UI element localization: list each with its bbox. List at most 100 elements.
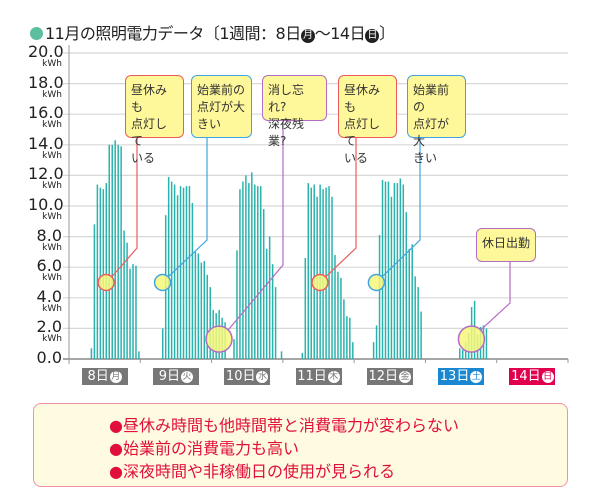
bar-9日-h19 (197, 253, 200, 359)
bar-10日-h14 (254, 184, 256, 359)
weekday-sun-circle: 日 (365, 29, 380, 43)
bar-8日-h21 (132, 264, 134, 359)
y-tick-value: 16.0 (28, 103, 64, 123)
y-tick-unit: kWh (42, 181, 62, 192)
bar-11日-h22 (349, 317, 351, 359)
annotation-callout: 始業前の 点灯が大 きい (407, 75, 466, 165)
x-tick-label: 8日月 (81, 368, 128, 385)
bar-8日-h12 (105, 183, 108, 359)
annotation-leader-line (480, 262, 511, 331)
title-bullet-icon (30, 27, 43, 40)
bar-12日-h7 (375, 325, 378, 359)
bar-9日-h23 (209, 287, 211, 359)
bar-12日-h6 (372, 342, 375, 359)
bar-11日-h16 (331, 196, 333, 359)
bar-12日-h20 (414, 276, 416, 359)
bar-9日-h7 (161, 328, 164, 359)
bar-11日-h20 (343, 299, 345, 359)
bar-11日-h12 (319, 184, 321, 359)
annotation-leader-line (227, 121, 284, 331)
y-tick-value: 2.0 (36, 317, 62, 337)
y-tick-label: 2.0 kWh (28, 319, 62, 344)
chart-title: 11月の照明電力データ〔1週間：8日月～14日日〕 (30, 20, 395, 44)
x-tick-label: 13日土 (438, 368, 485, 385)
annotation-leader-line (111, 138, 138, 278)
y-tick-label: 14.0 kWh (28, 135, 64, 161)
y-tick-value: 0.0 (36, 348, 62, 367)
y-tick-label: 18.0 kWh (28, 72, 64, 100)
bar-12日-h8 (378, 235, 381, 359)
bar-8日-h10 (99, 187, 102, 359)
y-tick-value: 4.0 (36, 286, 62, 306)
x-tick-label: 11日木 (295, 368, 342, 385)
y-tick-label: 16.0 kWh (28, 103, 64, 130)
y-tick-label: 20.0 kWh (28, 42, 64, 69)
bar-9日-h15 (185, 186, 188, 359)
x-tick-label: 12日金 (366, 368, 413, 385)
title-text-end: 〕 (379, 24, 395, 43)
bar-11日-h14 (325, 187, 327, 359)
y-tick-value: 20.0 (28, 42, 64, 61)
day-label: 8日 (87, 369, 109, 384)
y-tick-value: 10.0 (28, 195, 64, 214)
bar-13日-h11 (458, 348, 461, 359)
annotation-callout: 始業前の 点灯が大 きい (191, 75, 252, 138)
bar-9日-h22 (206, 274, 209, 359)
bar-8日-h18 (123, 230, 125, 359)
y-tick-unit: kWh (42, 150, 62, 161)
bar-11日-h6 (301, 352, 304, 359)
y-tick-unit: kWh (42, 303, 62, 314)
bar-9日-h20 (200, 262, 203, 359)
bar-10日-h19 (268, 236, 271, 359)
annotation-callout: 昼休みも 点灯して いる (125, 75, 184, 165)
bar-12日-h17 (405, 212, 408, 359)
day-label: 14日 (511, 369, 541, 384)
bar-10日-h18 (265, 248, 268, 359)
bar-9日-h11 (173, 184, 176, 359)
bar-12日-h14 (396, 183, 399, 359)
bar-8日-h19 (126, 242, 128, 359)
x-tick-label: 14日日 (509, 368, 556, 385)
bar-8日-h15 (114, 140, 116, 359)
y-tick-value: 18.0 (28, 72, 64, 92)
weekday-mon-circle: 月 (300, 29, 315, 43)
bar-8日-h11 (102, 189, 105, 359)
x-tick-label: 10日水 (224, 368, 271, 385)
plot-area (63, 45, 569, 364)
weekday-circle: 木 (327, 371, 340, 383)
bar-10日-h11 (245, 175, 247, 359)
annotation-leader-line (325, 138, 357, 278)
y-tick-label: 6.0 kWh (28, 258, 62, 283)
y-tick-label: 4.0 kWh (28, 286, 62, 314)
y-tick-unit: kWh (42, 212, 62, 222)
bar-8日-h16 (117, 144, 119, 359)
bar-9日-h12 (176, 195, 179, 359)
weekday-circle: 月 (109, 371, 122, 383)
bar-10日-h16 (259, 186, 262, 359)
highlight-circle (367, 273, 386, 292)
weekday-circle: 火 (181, 371, 194, 383)
bar-13日-h20 (485, 328, 488, 359)
bar-10日-h7 (233, 339, 235, 359)
y-tick-label: 8.0 kWh (28, 227, 62, 253)
bar-12日-h18 (408, 248, 410, 359)
bar-12日-h15 (399, 178, 402, 359)
y-tick-label: 12.0 kWh (28, 166, 64, 192)
bar-9日-h21 (203, 261, 206, 359)
annotation-callout: 休日出勤 (476, 228, 536, 262)
bar-8日-h20 (129, 268, 131, 359)
bar-8日-h8 (93, 224, 96, 359)
bar-9日-h14 (182, 187, 185, 359)
bar-11日-h13 (322, 189, 324, 359)
bar-9日-h13 (179, 186, 182, 359)
highlight-circle (311, 273, 329, 292)
annotation-leader-line (167, 138, 208, 278)
bar-10日-h23 (280, 351, 283, 359)
bar-12日-h9 (381, 179, 384, 359)
bar-8日-h14 (111, 144, 113, 359)
bar-10日-h21 (274, 287, 277, 359)
bar-11日-h8 (307, 183, 310, 359)
bar-9日-h18 (194, 251, 197, 359)
bar-13日-h12 (461, 349, 464, 359)
